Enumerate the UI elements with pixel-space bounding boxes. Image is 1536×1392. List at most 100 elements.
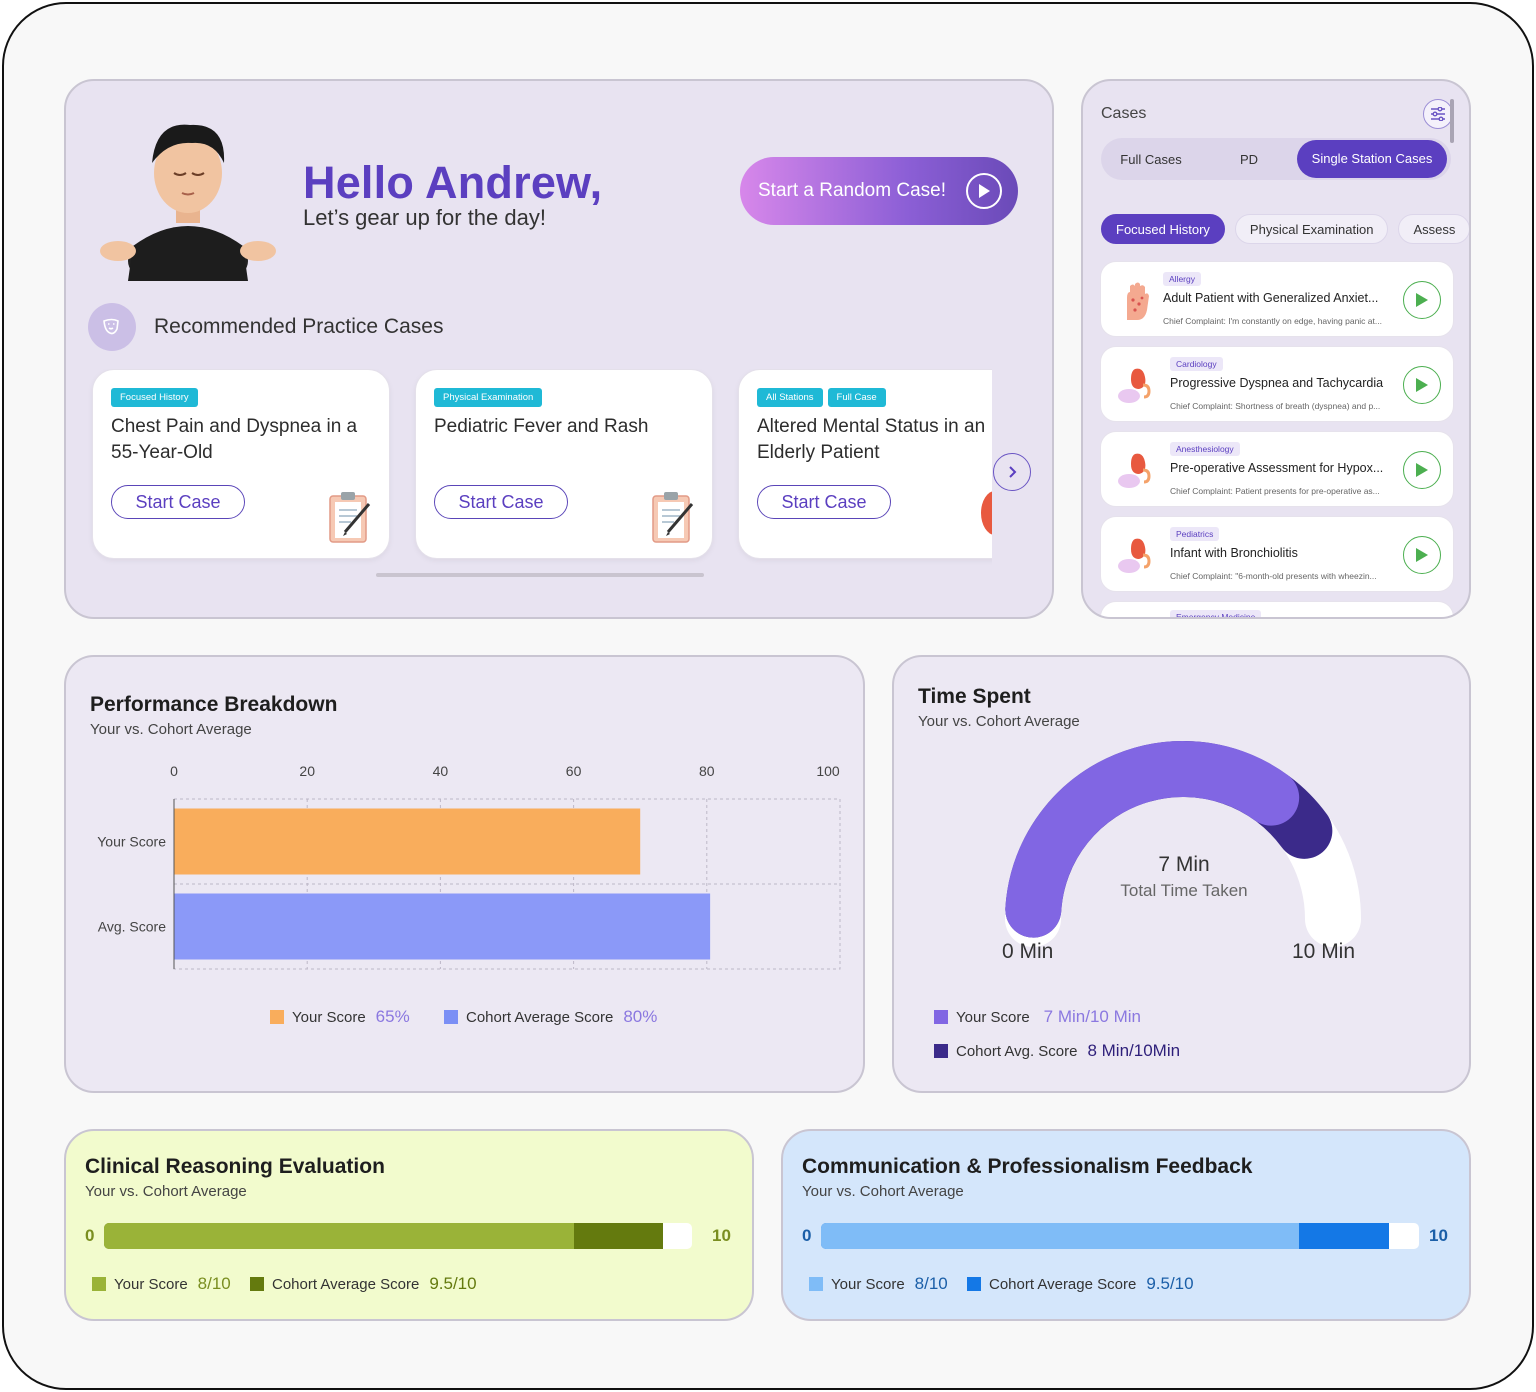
case-tag: All Stations — [757, 388, 823, 407]
chief-complaint: Chief Complaint: "6-month-old presents w… — [1170, 571, 1377, 581]
clipboard-icon — [652, 492, 694, 543]
scale-max: 10 — [1429, 1226, 1448, 1245]
case-title: Chest Pain and Dyspnea in a 55-Year-Old — [111, 416, 358, 463]
cases-scrollbar[interactable] — [1450, 99, 1454, 143]
start-case-button[interactable]: Start Case — [111, 485, 245, 519]
case-tags: Focused History — [111, 388, 198, 407]
chief-complaint: Chief Complaint: I'm constantly on edge,… — [1163, 316, 1382, 326]
carousel-next-button[interactable] — [993, 453, 1031, 491]
legend-value: 8 Min/10Min — [1087, 1041, 1181, 1060]
legend-swatch — [809, 1277, 823, 1291]
gauge-min-label: 0 Min — [1002, 940, 1054, 963]
cases-heading: Cases — [1101, 105, 1147, 122]
gauge-value: 7 Min — [1158, 853, 1210, 876]
specialty-badge: Cardiology — [1170, 357, 1223, 371]
bar — [174, 893, 711, 960]
legend-cohort-average: Cohort Average Score 9.5/10 — [967, 1274, 1194, 1294]
segment-pd[interactable]: PD — [1239, 151, 1259, 167]
play-icon — [1416, 378, 1428, 392]
clinical-title: Clinical Reasoning Evaluation — [85, 1155, 385, 1178]
case-tags: All Stations Full Case — [757, 388, 886, 407]
segment-full-cases[interactable]: Full Cases — [1120, 151, 1182, 167]
welcome-panel: Hello Andrew, Let’s gear up for the day!… — [64, 79, 1054, 619]
start-case-button[interactable]: Start Case — [434, 485, 568, 519]
time-spent-card: Time Spent Your vs. Cohort Average 7 Min… — [892, 655, 1471, 1093]
your-score-fill — [821, 1223, 1300, 1249]
specialty-badge: Pediatrics — [1170, 527, 1220, 541]
legend-swatch — [967, 1277, 981, 1291]
gauge-your-arc — [1005, 741, 1300, 938]
communication-feedback-card: Communication & Professionalism Feedback… — [781, 1129, 1471, 1321]
legend-swatch — [92, 1277, 106, 1291]
performance-subtitle: Your vs. Cohort Average — [90, 721, 252, 738]
performance-title: Performance Breakdown — [90, 693, 338, 716]
case-name: Infant with Bronchiolitis — [1170, 546, 1298, 560]
clinical-score-bar — [104, 1223, 692, 1249]
case-name: Adult Patient with Generalized Anxiet... — [1163, 291, 1379, 305]
play-case-button[interactable] — [1403, 536, 1441, 574]
recommended-case-card[interactable]: Focused History Chest Pain and Dyspnea i… — [92, 369, 390, 559]
list-item[interactable]: Cardiology Progressive Dyspnea and Tachy… — [1100, 346, 1454, 422]
case-name: Pre-operative Assessment for Hypox... — [1170, 461, 1384, 475]
case-type-segmented-control: Full Cases PD Single Station Cases — [1101, 138, 1451, 180]
recommended-case-card[interactable]: All Stations Full Case Altered Mental St… — [738, 369, 992, 559]
legend-your-score: Your Score 65% — [270, 1007, 410, 1027]
play-icon — [1416, 548, 1428, 562]
start-random-case-button[interactable]: Start a Random Case! — [740, 157, 1018, 225]
list-item[interactable]: Anesthesiology Pre-operative Assessment … — [1100, 431, 1454, 507]
pill-physical-examination[interactable]: Physical Examination — [1234, 214, 1389, 244]
recommended-cases-carousel: Focused History Chest Pain and Dyspnea i… — [88, 369, 992, 565]
recommended-case-card[interactable]: Physical Examination Pediatric Fever and… — [415, 369, 713, 559]
pill-assess[interactable]: Assess — [1398, 214, 1469, 244]
case-name: Progressive Dyspnea and Tachycardia — [1170, 376, 1384, 390]
case-tag: Full Case — [827, 388, 886, 407]
clinical-reasoning-card: Clinical Reasoning Evaluation Your vs. C… — [64, 1129, 754, 1321]
legend-value: 9.5/10 — [1146, 1274, 1194, 1293]
carousel-scrollbar[interactable] — [376, 573, 704, 577]
clinical-subtitle: Your vs. Cohort Average — [85, 1183, 247, 1200]
legend-label: Your Score — [956, 1008, 1030, 1026]
gauge-caption: Total Time Taken — [1120, 881, 1248, 900]
cases-panel: Cases Full Cases PD Single Station Cases… — [1081, 79, 1471, 619]
start-case-button[interactable]: Start Case — [757, 485, 891, 519]
theater-masks-icon — [88, 303, 136, 351]
communication-score-bar — [821, 1223, 1419, 1249]
play-case-button[interactable] — [1403, 451, 1441, 489]
performance-breakdown-card: Performance Breakdown Your vs. Cohort Av… — [64, 655, 865, 1093]
x-tick-label: 20 — [299, 763, 315, 779]
x-tick-label: 0 — [170, 763, 178, 779]
filter-button[interactable] — [1423, 99, 1453, 129]
communication-title: Communication & Professionalism Feedback — [802, 1155, 1253, 1178]
start-random-case-label: Start a Random Case! — [758, 180, 946, 201]
time-spent-subtitle: Your vs. Cohort Average — [918, 713, 1080, 730]
x-tick-label: 40 — [433, 763, 449, 779]
case-tags: Physical Examination — [434, 388, 543, 407]
greeting-heading: Hello Andrew, — [303, 157, 603, 208]
y-category-label: Avg. Score — [98, 919, 166, 935]
time-gauge — [1005, 741, 1361, 947]
y-category-label: Your Score — [97, 834, 166, 850]
legend-value: 8/10 — [914, 1274, 948, 1293]
organs-icon — [1118, 368, 1151, 403]
chief-complaint: Chief Complaint: Shortness of breath (dy… — [1170, 401, 1381, 411]
legend-label: Cohort Average Score — [989, 1275, 1137, 1293]
segment-single-station-cases[interactable]: Single Station Cases — [1297, 140, 1447, 178]
scale-min: 0 — [802, 1226, 812, 1245]
play-case-button[interactable] — [1403, 281, 1441, 319]
list-item[interactable]: Pediatrics Infant with Bronchiolitis Chi… — [1100, 516, 1454, 592]
x-tick-label: 60 — [566, 763, 582, 779]
list-item[interactable]: Emergency Medicine — [1100, 601, 1454, 617]
case-title: Pediatric Fever and Rash — [434, 416, 649, 437]
play-case-button[interactable] — [1403, 366, 1441, 404]
legend-value: 80% — [623, 1007, 658, 1026]
recommended-cases-heading: Recommended Practice Cases — [154, 315, 444, 338]
organs-icon — [1118, 538, 1151, 573]
pill-focused-history[interactable]: Focused History — [1101, 214, 1225, 244]
performance-bar-chart: 0 20 40 60 80 100 Your Score Avg. Score — [97, 763, 841, 970]
list-item[interactable]: Allergy Adult Patient with Generalized A… — [1100, 261, 1454, 337]
specialty-badge: Anesthesiology — [1170, 442, 1240, 456]
legend-value: 8/10 — [197, 1274, 231, 1293]
scale-min: 0 — [85, 1226, 95, 1245]
x-tick-label: 100 — [816, 763, 840, 779]
greeting-subtitle: Let’s gear up for the day! — [303, 205, 546, 230]
